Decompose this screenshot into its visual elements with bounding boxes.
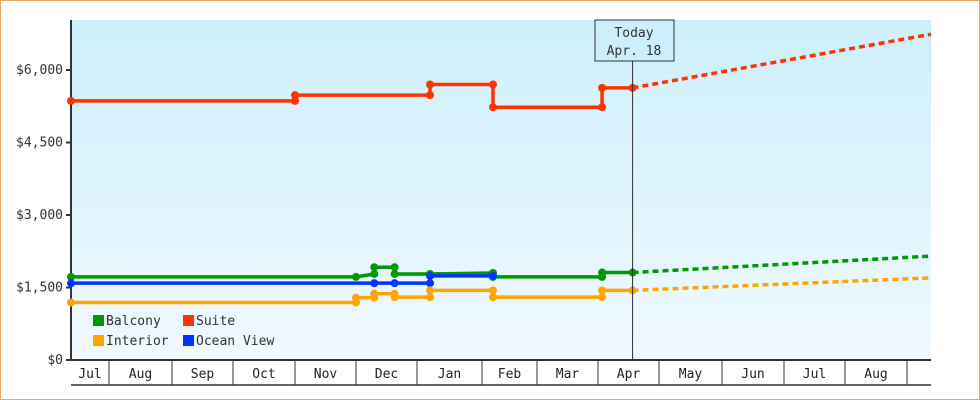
y-axis: $0 $1,500 $3,000 $4,500 $6,000	[16, 20, 72, 368]
legend-label: Suite	[196, 314, 235, 329]
x-tick-label: Jul	[803, 367, 826, 382]
x-tick-label: May	[679, 367, 703, 382]
plot-area	[71, 20, 931, 360]
series-ocean-view	[67, 271, 497, 288]
x-axis: Jul Aug Sep Oct Nov Dec Jan Feb Mar Apr May Jun Jul A…	[71, 359, 931, 386]
x-tick-label: Nov	[314, 367, 338, 382]
legend-label: Interior	[106, 334, 169, 349]
x-tick-label: Jun	[741, 367, 764, 382]
legend-label: Balcony	[106, 314, 161, 329]
y-tick-label: $3,000	[16, 208, 63, 223]
x-tick-label: Dec	[375, 367, 398, 382]
x-tick-label: Mar	[556, 367, 580, 382]
legend-item-balcony[interactable]: Balcony	[93, 314, 161, 329]
x-tick-label: Oct	[252, 367, 275, 382]
x-tick-label: Aug	[864, 367, 887, 382]
y-tick-label: $1,500	[16, 281, 63, 296]
legend: Balcony Suite Interior Ocean View	[93, 314, 274, 349]
y-tick-label: $0	[47, 353, 63, 368]
x-tick-label: Feb	[498, 367, 522, 382]
y-tick-label: $6,000	[16, 63, 63, 78]
legend-swatch	[183, 335, 194, 346]
x-tick-label: Jul	[78, 367, 101, 382]
today-date: Apr. 18	[607, 44, 662, 59]
x-tick-label: Apr	[617, 367, 641, 382]
y-tick-label: $4,500	[16, 136, 63, 151]
x-tick-label: Jan	[438, 367, 461, 382]
today-marker: Today Apr. 18	[594, 19, 675, 360]
x-tick-label: Aug	[129, 367, 152, 382]
legend-item-ocean-view[interactable]: Ocean View	[183, 334, 274, 349]
today-label: Today	[614, 26, 653, 41]
legend-label: Ocean View	[196, 334, 274, 349]
x-tick-label: Sep	[191, 367, 215, 382]
series-suite	[67, 32, 932, 112]
series-lines	[67, 32, 932, 307]
legend-swatch	[93, 335, 104, 346]
legend-swatch	[93, 315, 104, 326]
legend-item-interior[interactable]: Interior	[93, 334, 169, 349]
legend-swatch	[183, 315, 194, 326]
series-interior	[67, 276, 932, 307]
legend-item-suite[interactable]: Suite	[183, 314, 235, 329]
